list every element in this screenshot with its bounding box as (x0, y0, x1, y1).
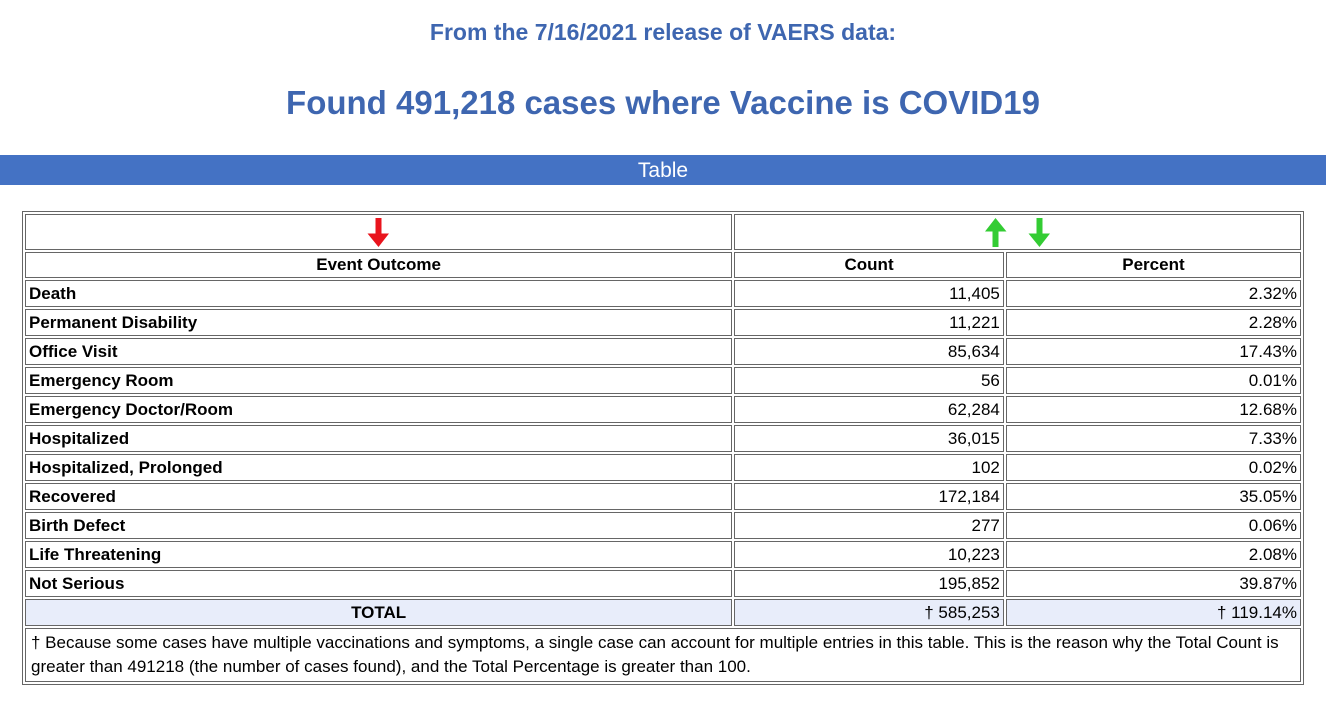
outcome-cell: Life Threatening (25, 541, 733, 568)
outcome-cell: Office Visit (25, 338, 733, 365)
green-down-arrow-icon[interactable] (1027, 217, 1052, 248)
footnote-text: † Because some cases have multiple vacci… (25, 628, 1301, 682)
page-title: Found 491,218 cases where Vaccine is COV… (286, 84, 1040, 121)
table-row: Permanent Disability 11,221 2.28% (25, 309, 1301, 336)
percent-cell: 0.02% (1005, 454, 1301, 481)
column-header-row: Event Outcome Count Percent (25, 252, 1301, 278)
outcome-cell: Recovered (25, 483, 733, 510)
event-outcome-table: Event Outcome Count Percent Death 11,405 2… (22, 211, 1304, 685)
total-label: TOTAL (25, 599, 733, 626)
column-header-event-outcome: Event Outcome (25, 252, 733, 278)
count-cell: 36,015 (734, 425, 1004, 452)
table-section-banner: Table (0, 155, 1326, 185)
column-header-percent: Percent (1005, 252, 1301, 278)
table-row: Death 11,405 2.32% (25, 280, 1301, 307)
table-row: Emergency Room 56 0.01% (25, 367, 1301, 394)
count-cell: 11,221 (734, 309, 1004, 336)
percent-cell: 2.08% (1005, 541, 1301, 568)
outcome-cell: Emergency Room (25, 367, 733, 394)
percent-cell: 2.32% (1005, 280, 1301, 307)
footnote-row: † Because some cases have multiple vacci… (25, 628, 1301, 682)
percent-cell: 7.33% (1005, 425, 1301, 452)
count-cell: 11,405 (734, 280, 1004, 307)
percent-cell: 2.28% (1005, 309, 1301, 336)
table-row: Life Threatening 10,223 2.08% (25, 541, 1301, 568)
count-cell: 56 (734, 367, 1004, 394)
outcome-cell: Hospitalized, Prolonged (25, 454, 733, 481)
outcome-cell: Hospitalized (25, 425, 733, 452)
percent-cell: 39.87% (1005, 570, 1301, 597)
outcome-sort-cell (25, 214, 733, 250)
percent-cell: 0.01% (1005, 367, 1301, 394)
count-cell: 172,184 (734, 483, 1004, 510)
outcome-cell: Death (25, 280, 733, 307)
outcome-cell: Permanent Disability (25, 309, 733, 336)
table-row: Hospitalized 36,015 7.33% (25, 425, 1301, 452)
table-row: Not Serious 195,852 39.87% (25, 570, 1301, 597)
green-up-arrow-icon[interactable] (983, 217, 1008, 248)
table-row: Emergency Doctor/Room 62,284 12.68% (25, 396, 1301, 423)
count-cell: 195,852 (734, 570, 1004, 597)
percent-cell: 35.05% (1005, 483, 1301, 510)
total-row: TOTAL † 585,253 † 119.14% (25, 599, 1301, 626)
count-cell: 85,634 (734, 338, 1004, 365)
outcome-cell: Birth Defect (25, 512, 733, 539)
release-subtitle: From the 7/16/2021 release of VAERS data… (429, 19, 897, 45)
outcome-cell: Not Serious (25, 570, 733, 597)
table-section-banner-label: Table (637, 158, 689, 182)
percent-cell: 0.06% (1005, 512, 1301, 539)
table-row: Office Visit 85,634 17.43% (25, 338, 1301, 365)
table-row: Recovered 172,184 35.05% (25, 483, 1301, 510)
value-sort-cell (734, 214, 1301, 250)
count-cell: 62,284 (734, 396, 1004, 423)
column-header-count: Count (734, 252, 1004, 278)
count-cell: 102 (734, 454, 1004, 481)
total-percent: † 119.14% (1005, 599, 1301, 626)
count-cell: 277 (734, 512, 1004, 539)
outcome-cell: Emergency Doctor/Room (25, 396, 733, 423)
percent-cell: 17.43% (1005, 338, 1301, 365)
red-down-arrow-icon[interactable] (366, 217, 391, 248)
total-count: † 585,253 (734, 599, 1004, 626)
table-row: Hospitalized, Prolonged 102 0.02% (25, 454, 1301, 481)
sort-arrow-row (25, 214, 1301, 250)
table-row: Birth Defect 277 0.06% (25, 512, 1301, 539)
count-cell: 10,223 (734, 541, 1004, 568)
percent-cell: 12.68% (1005, 396, 1301, 423)
